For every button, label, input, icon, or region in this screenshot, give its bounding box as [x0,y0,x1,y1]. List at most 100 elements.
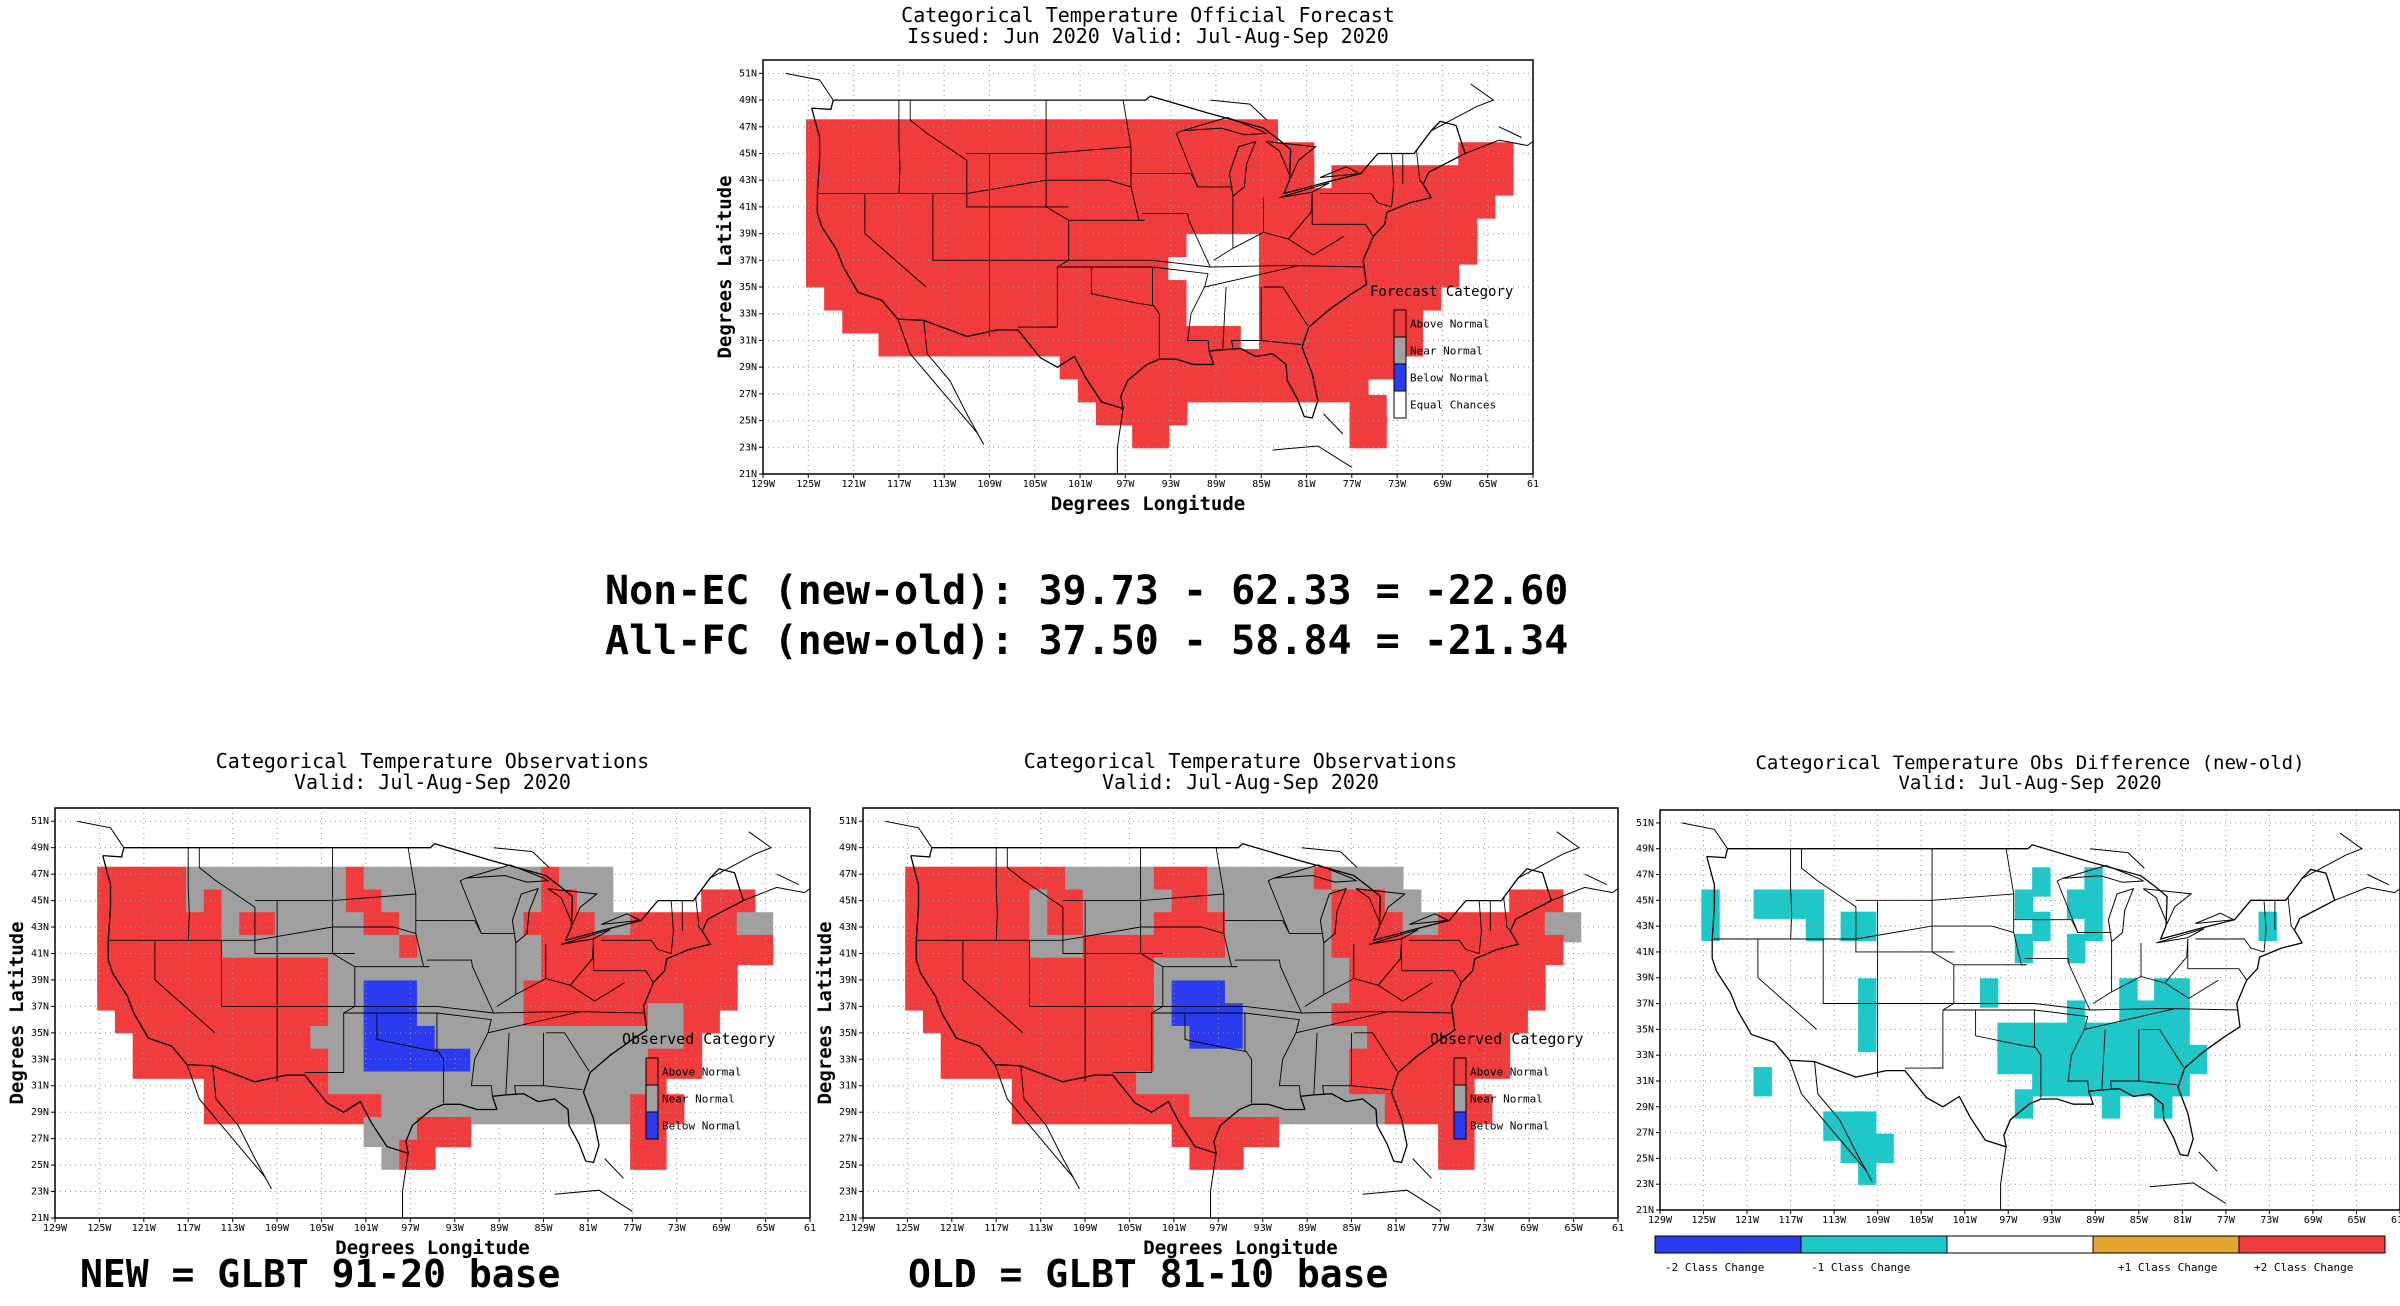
obs-new-grid-cell [470,980,489,1011]
forecast-grid-cell [1095,303,1115,334]
obs-new-grid-cell [612,980,632,1011]
obs-old-lon-tick-label: 61 [1612,1223,1624,1234]
obs-old-grid-cell [1100,934,1120,966]
obs-old-grid-cell [1029,1094,1049,1125]
obs-old-grid-cell [1011,1025,1031,1057]
forecast-legend-title: Forecast Category [1370,284,1513,300]
obs-new-grid-cell [363,1048,383,1079]
obs-old-lon-tick-label: 129W [851,1223,876,1234]
diff-lat-tick-label: 35N [1636,1024,1654,1035]
obs-new-grid-cell [203,1094,223,1125]
forecast-grid-cell [914,326,934,357]
obs-old-lat-tick-label: 37N [839,1001,857,1012]
obs-old-grid-cell [1136,980,1155,1011]
forecast-grid-cell [1476,165,1496,196]
forecast-grid-cell [1240,142,1260,173]
forecast-grid-cell [1258,303,1279,334]
obs-old-lat-tick-label: 39N [839,975,857,986]
obs-new-grid-cell [274,1071,294,1102]
forecast-grid-cell [1258,348,1279,380]
forecast-grid-cell [1095,371,1115,403]
forecast-grid-cell [1150,371,1170,403]
obs-new-grid-cell [488,912,507,943]
obs-new-grid-cell [363,934,383,966]
forecast-grid-cell [1150,303,1170,334]
obs-old-grid-cell [1136,1071,1155,1102]
obs-new-grid-cell [97,866,116,897]
obs-old-grid-cell [1242,1071,1262,1102]
obs-new-grid-cell [470,934,489,966]
forecast-grid-cell [1023,303,1043,334]
forecast-grid-cell [950,326,971,357]
obs-new-state-border [187,847,190,941]
forecast-grid-cell [1367,326,1387,357]
obs-new-grid-cell [221,1025,241,1057]
obs-old-grid-cell [1082,1071,1102,1102]
obs-old-grid-cell [958,1003,978,1034]
forecast-lon-tick-label: 89W [1207,479,1226,490]
obs-new-state-border [415,919,516,935]
obs-new-grid-cell [470,889,489,920]
obs-new-grid-cell [132,1048,152,1079]
forecast-grid-cell [1114,142,1134,173]
obs-new-grid-cell [452,1094,472,1125]
forecast-grid-cell [1114,303,1134,334]
obs-new-grid-cell [274,1048,294,1079]
obs-new-grid-cell [399,1025,418,1057]
obs-new-grid-cell [399,1003,418,1034]
obs-new-grid-cell [132,912,152,943]
obs-old-grid-cell [1207,866,1226,897]
obs-new-lat-tick-label: 35N [31,1028,49,1039]
forecast-grid-cell [1349,326,1369,357]
forecast-grid-cell [1313,188,1333,219]
obs-old-grid-cell [1224,1003,1244,1034]
obs-old-state-border [1244,1012,1301,1097]
obs-old-grid-cell [905,889,924,920]
obs-new-grid-cell [399,1071,418,1102]
obs-old-grid-cell [1278,912,1297,943]
obs-new-grid-cell [576,912,596,943]
obs-old-grid-cell [1082,980,1102,1011]
obs-new-grid-cell [345,889,365,920]
obs-new-grid-cell [328,980,347,1011]
forecast-grid-cell [1041,303,1061,334]
obs-old-grid-cell [1384,1003,1404,1034]
obs-new-lat-tick-label: 33N [31,1054,49,1065]
obs-old-grid-cell [1331,934,1351,966]
obs-new-grid-cell [754,912,774,943]
obs-new-grid-cell [665,1025,685,1057]
obs-old-grid-cell [940,980,960,1011]
obs-new-grid-cell [559,912,578,943]
diff-grid-cell [2014,1044,2034,1075]
obs-new-grid-cell [132,889,152,920]
forecast-grid-cell [1403,188,1423,219]
diff-state-border [1904,848,1955,1069]
obs-old-grid-cell [1011,889,1031,920]
obs-new-state-border [154,940,216,1034]
obs-new-grid-cell [718,980,738,1011]
obs-old-grid-cell [1438,1071,1457,1102]
diff-lat-tick-label: 43N [1636,921,1654,932]
forecast-grid-cell [1222,280,1242,311]
obs-new-grid-cell [203,912,223,943]
obs-new-grid-cell [434,1116,454,1148]
obs-new-grid-cell [239,980,259,1011]
obs-old-grid-cell [1402,1003,1422,1034]
obs-old-grid-cell [1047,866,1067,897]
forecast-grid-cell [1168,348,1188,380]
diff-colorbar-label: -1 Class Change [1811,1261,1910,1274]
obs-old-grid-cell [905,866,924,897]
obs-new-lat-tick-label: 21N [31,1213,49,1224]
forecast-lon-tick-label: 97W [1116,479,1135,490]
obs-old-grid-cell [1100,866,1120,897]
obs-old-ylabel: Degrees Latitude [814,921,836,1104]
forecast-plot-area [763,60,1533,474]
diff-grid-cell [2067,889,2086,919]
obs-new-grid-cell [274,957,294,988]
diff-lat-tick-label: 33N [1636,1050,1654,1061]
forecast-grid-cell [1313,326,1333,357]
forecast-state-border [1017,100,1070,328]
obs-old-lon-tick-label: 105W [1117,1223,1142,1234]
forecast-grid-cell [1005,257,1025,288]
forecast-lat-tick-label: 45N [739,148,757,159]
